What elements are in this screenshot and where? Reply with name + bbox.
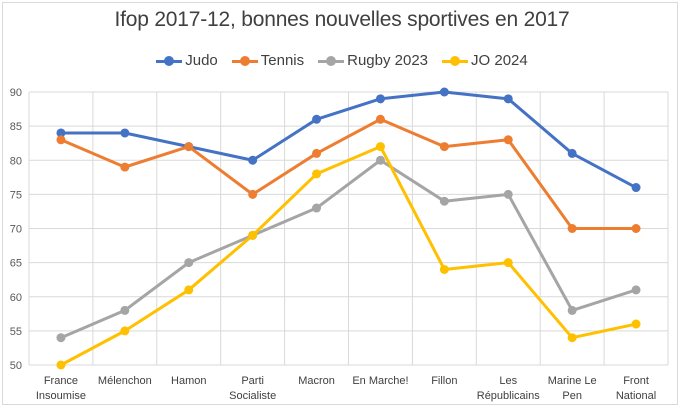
legend-item-judo[interactable]: Judo [156,52,218,69]
legend-label-rugby-2023: Rugby 2023 [347,52,429,69]
data-point-judo [631,183,641,193]
y-tick-label: 65 [10,258,22,270]
x-tick-label: Fillon [431,375,457,387]
legend-label-tennis: Tennis [260,52,305,69]
data-point-tennis [312,148,322,158]
x-tick-label: Marine Le [548,375,597,387]
data-point-tennis [503,135,513,145]
data-point-tennis [248,189,258,199]
legend-swatch-tennis [231,55,258,67]
legend-item-rugby-2023[interactable]: Rugby 2023 [318,52,428,69]
data-point-tennis [120,162,130,172]
y-tick-label: 55 [10,326,22,338]
legend-swatch-judo [156,55,183,67]
series-line-judo [59,90,638,190]
y-tick-label: 70 [10,224,22,236]
chart-title: Ifop 2017-12, bonnes nouvelles sportives… [114,8,570,31]
data-point-tennis [56,135,66,145]
series-line-jo-2024 [59,145,638,367]
data-point-judo [503,94,513,104]
y-tick-label: 85 [10,121,22,133]
data-point-judo [56,128,66,138]
legend-swatch-jo-2024 [442,55,469,67]
x-tick-label: En Marche! [352,375,408,387]
data-point-jo-2024 [120,326,130,336]
x-tick-label: Insoumise [36,390,86,402]
x-tick-label: France [44,375,78,387]
legend-item-tennis[interactable]: Tennis [231,52,305,69]
y-tick-label: 75 [10,189,22,201]
y-tick-label: 50 [10,360,22,372]
x-tick-label: Les [499,375,517,387]
data-point-jo-2024 [56,360,66,370]
x-tick-label: Républicains [477,390,540,402]
data-point-tennis [184,142,194,152]
data-point-judo [375,94,385,104]
data-point-rugby-2023 [375,155,385,165]
data-point-jo-2024 [184,285,194,295]
legend-swatch-rugby-2023 [318,55,345,67]
data-point-rugby-2023 [56,333,66,343]
legend-item-jo-2024[interactable]: JO 2024 [442,52,528,69]
x-tick-label: Parti [241,375,264,387]
data-point-rugby-2023 [503,189,513,199]
legend-label-judo: Judo [185,52,218,69]
x-tick-label: Macron [298,375,335,387]
data-point-rugby-2023 [184,258,194,268]
data-point-judo [248,155,258,165]
x-tick-label: Front [623,375,649,387]
data-point-jo-2024 [439,264,449,274]
data-point-rugby-2023 [567,305,577,315]
x-tick-label: Mélenchon [98,375,152,387]
data-point-tennis [567,224,577,233]
data-point-rugby-2023 [631,285,641,295]
y-tick-label: 80 [10,155,22,167]
x-tick-label: Socialiste [229,390,276,402]
data-point-tennis [375,114,385,124]
data-point-jo-2024 [312,169,322,179]
data-point-judo [120,128,130,138]
series-line-rugby-2023 [59,158,638,340]
x-tick-label: National [616,390,656,402]
chart-legend: Judo Tennis Rugby 2023 JO 2024 [0,52,684,69]
data-point-jo-2024 [248,230,258,240]
data-point-rugby-2023 [439,196,449,206]
data-point-jo-2024 [503,258,513,268]
data-point-jo-2024 [375,142,385,152]
data-point-jo-2024 [567,333,577,343]
x-tick-label: Pen [562,390,582,402]
data-point-rugby-2023 [120,305,130,315]
data-point-jo-2024 [631,319,641,329]
data-point-tennis [439,142,449,152]
data-point-judo [312,114,322,124]
data-point-judo [439,87,449,97]
data-point-rugby-2023 [312,203,322,213]
data-point-judo [567,148,577,158]
y-tick-label: 60 [10,292,22,304]
legend-label-jo-2024: JO 2024 [471,52,528,69]
y-tick-label: 90 [10,87,22,99]
data-point-tennis [631,224,641,233]
series-line-tennis [59,117,638,230]
x-tick-label: Hamon [171,375,206,387]
